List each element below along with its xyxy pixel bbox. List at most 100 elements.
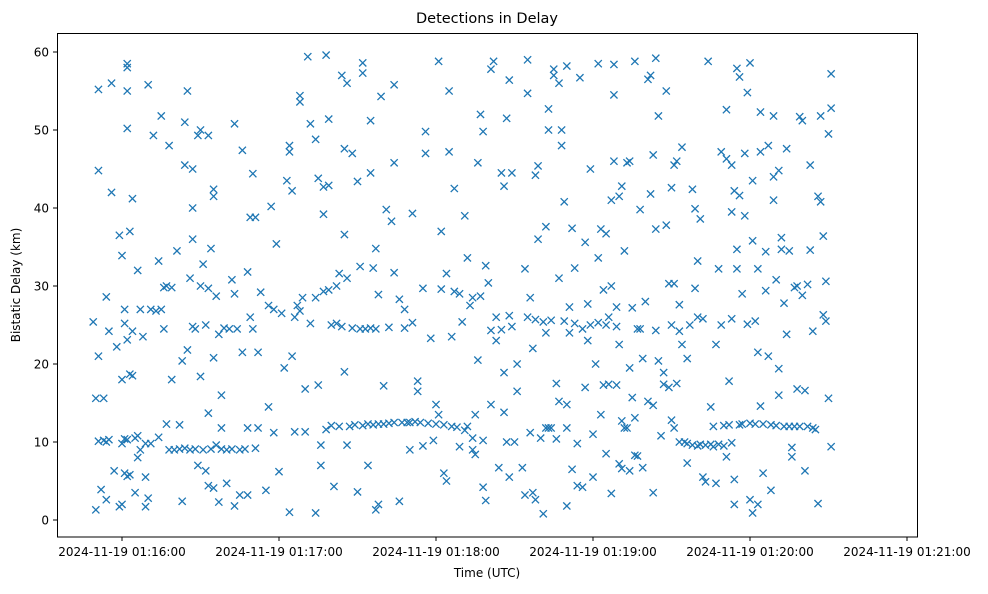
data-point-marker [327,320,336,330]
y-tick-label: 30 [34,280,49,294]
data-point-marker [267,202,276,211]
data-point-marker [340,230,349,239]
plot-area-frame [57,33,918,538]
data-point-marker [636,205,645,214]
data-point-marker [486,65,496,74]
data-point-marker [251,444,260,453]
data-point-marker [280,363,289,372]
data-point-marker [502,114,511,123]
data-point-marker [667,320,676,330]
data-point-marker [319,210,328,219]
data-point-marker [560,197,569,206]
data-point-marker [390,418,399,427]
data-point-marker [131,488,140,497]
data-point-marker [256,288,265,297]
data-point-marker [565,328,574,337]
data-point-marker [141,473,150,482]
data-point-marker [120,319,129,328]
data-point-marker [94,166,103,175]
data-point-marker [293,301,302,310]
data-point-marker [806,161,815,170]
data-point-marker [180,161,189,170]
data-point-marker [505,473,514,482]
data-point-marker [821,317,830,326]
data-point-marker [798,291,807,300]
data-point-marker [531,495,540,504]
data-point-marker [617,182,626,191]
axis-ticks: 2024-11-19 01:16:00 2024-11-19 01:17:00 20… [34,46,971,560]
data-point-marker [358,58,367,67]
data-point-marker [672,379,681,388]
data-point-marker [761,286,770,295]
data-point-marker [651,225,660,234]
data-point-marker [505,76,514,85]
y-axis-label: Bistatic Delay (km) [9,228,23,343]
y-tick-label: 10 [34,436,49,450]
data-point-marker [217,391,226,400]
data-point-marker [117,439,127,448]
data-point-marker [510,437,519,447]
data-point-marker [227,275,236,284]
data-point-marker [604,380,613,389]
data-point-marker [740,149,749,158]
data-point-marker [759,469,768,478]
data-point-marker [738,289,747,298]
data-point-marker [269,428,278,437]
data-point-marker [541,222,550,231]
data-point-marker [562,61,571,71]
data-point-marker [649,488,658,497]
data-point-marker [764,141,773,150]
data-point-marker [125,470,134,479]
data-point-marker [421,127,430,136]
data-point-marker [369,264,378,273]
data-point-marker [390,80,399,89]
data-point-marker [437,227,446,236]
data-point-marker [442,476,451,486]
data-point-marker [104,327,113,336]
data-point-marker [424,419,433,428]
data-point-marker [599,285,608,294]
data-point-marker [324,181,333,190]
data-point-marker [620,423,629,433]
data-point-marker [243,490,252,500]
data-point-marker [732,245,741,254]
data-point-marker [167,375,176,384]
data-point-marker [745,58,755,67]
data-point-marker [484,278,493,287]
data-point-marker [557,141,566,150]
data-point-marker [581,383,590,392]
data-point-marker [696,214,705,223]
data-point-marker [272,239,281,248]
data-point-marker [384,323,393,332]
data-point-marker [201,466,210,475]
x-tick-label: 2024-11-19 01:16:00 [58,545,185,559]
data-point-marker [714,264,723,273]
data-point-marker [651,326,660,335]
data-point-marker [630,451,639,460]
data-point-marker [353,177,362,186]
data-point-marker [795,112,804,121]
data-point-marker [507,322,516,331]
data-point-marker [233,324,242,333]
data-point-marker [217,423,226,433]
data-point-marker [146,305,155,314]
data-point-marker [492,336,501,345]
data-point-marker [107,79,116,88]
data-point-marker [743,320,752,329]
data-point-marker [199,260,208,269]
data-point-marker [332,319,341,328]
data-point-marker [366,168,375,177]
data-point-marker [753,500,762,509]
data-point-marker [654,111,663,121]
data-point-marker [264,402,273,411]
data-point-marker [434,57,443,66]
data-point-marker [295,91,304,100]
data-point-marker [722,154,731,163]
data-point-marker [499,368,509,377]
data-point-marker [499,182,509,191]
data-point-marker [230,119,239,128]
data-point-marker [554,397,564,406]
data-point-marker [199,445,208,454]
data-point-marker [479,483,488,492]
data-point-marker [99,394,108,403]
